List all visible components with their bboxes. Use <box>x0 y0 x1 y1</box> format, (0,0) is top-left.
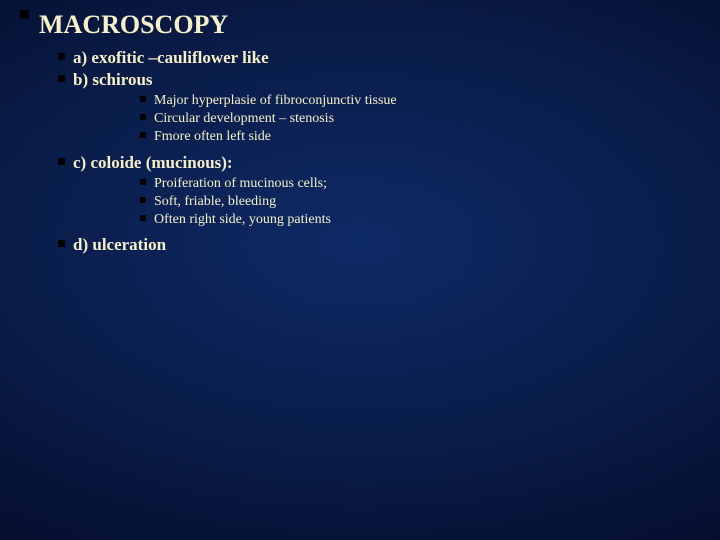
bullet-icon <box>58 240 65 247</box>
list-item: Circular development – stenosis <box>140 110 400 128</box>
item-b-label: b) schirous <box>73 70 153 90</box>
bullet-icon <box>140 114 146 120</box>
bullet-icon <box>58 158 65 165</box>
item-c-sub1: Proiferation of mucinous cells; <box>154 175 327 193</box>
bullet-icon <box>140 179 146 185</box>
list-item: Proiferation of mucinous cells; <box>140 175 400 193</box>
list-item: d) ulceration <box>58 235 700 255</box>
item-b-sub2: Circular development – stenosis <box>154 110 334 128</box>
list-item: Soft, friable, bleeding <box>140 193 400 211</box>
list-item: b) schirous <box>58 70 700 90</box>
list-item: Fmore often left side <box>140 128 400 146</box>
item-a-label: a) exofitic –cauliflower like <box>73 48 269 68</box>
bullet-icon <box>140 197 146 203</box>
slide: MACROSCOPY a) exofitic –cauliflower like… <box>0 0 720 540</box>
bullet-icon <box>58 75 65 82</box>
list-item: c) coloide (mucinous): <box>58 153 700 173</box>
list-item: Often right side, young patients <box>140 211 400 229</box>
bullet-icon <box>140 96 146 102</box>
title-row: MACROSCOPY <box>20 10 700 48</box>
list-item: Major hyperplasie of fibroconjunctiv tis… <box>140 92 400 110</box>
item-c-sub3: Often right side, young patients <box>154 211 331 229</box>
item-c-label: c) coloide (mucinous): <box>73 153 233 173</box>
item-c-sub2: Soft, friable, bleeding <box>154 193 276 211</box>
item-b-sub3: Fmore often left side <box>154 128 271 146</box>
slide-title: MACROSCOPY <box>39 10 228 40</box>
bullet-icon <box>140 215 146 221</box>
item-d-label: d) ulceration <box>73 235 166 255</box>
item-b-sub1: Major hyperplasie of fibroconjunctiv tis… <box>154 92 397 110</box>
bullet-icon <box>20 10 29 19</box>
list-item: a) exofitic –cauliflower like <box>58 48 700 68</box>
bullet-icon <box>58 53 65 60</box>
bullet-icon <box>140 132 146 138</box>
